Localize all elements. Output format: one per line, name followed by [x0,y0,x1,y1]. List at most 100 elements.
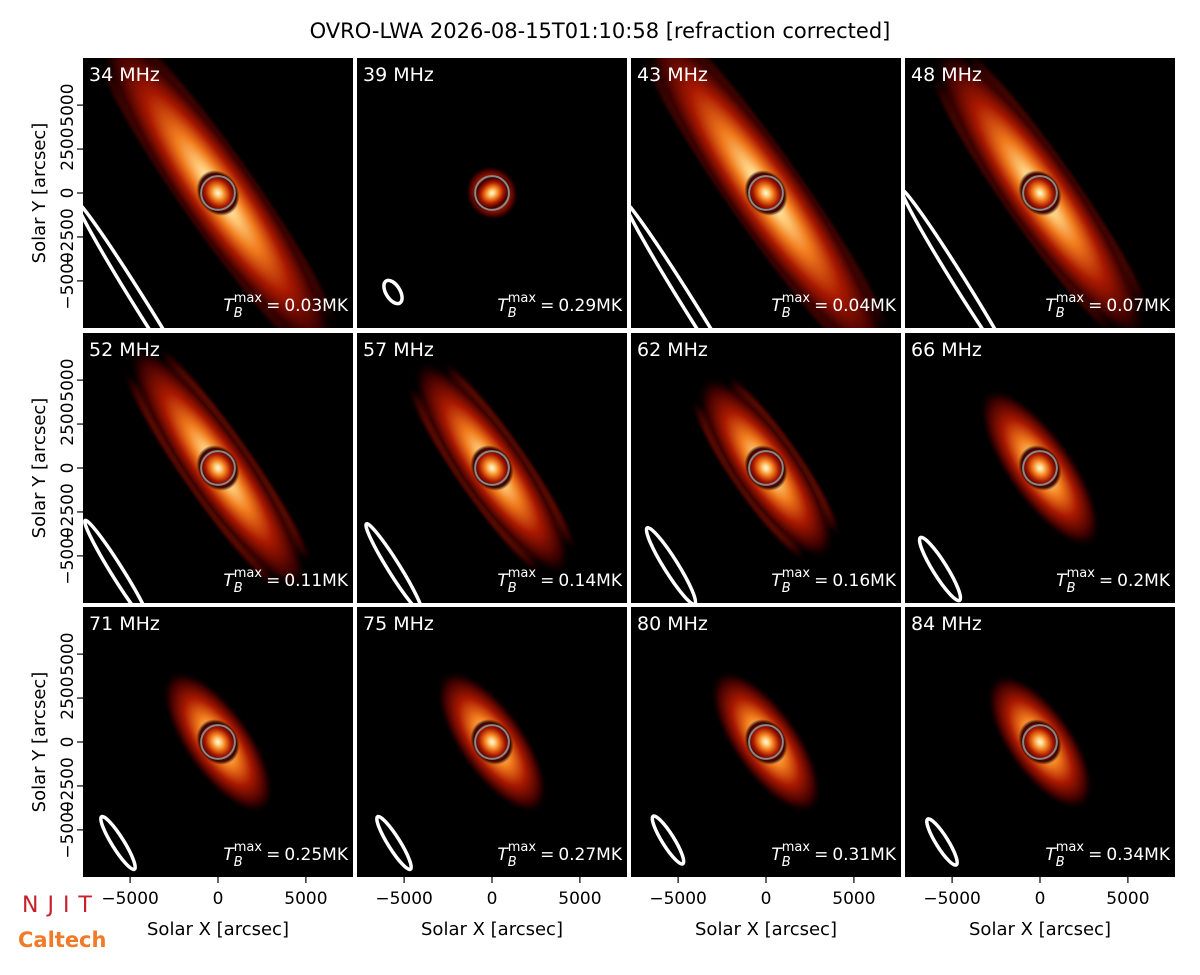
image [83,607,353,877]
tb-symbol: T [223,296,235,316]
solar-disk [1022,175,1058,211]
image [357,607,627,877]
freq-label: 66 MHz [911,339,982,361]
x-tick-label: −5000 [923,889,981,909]
image [631,607,901,877]
emission-core [196,170,240,216]
tb-symbol: T [1045,845,1057,865]
image [905,607,1175,877]
solar-disk [748,175,784,211]
x-tick-label: −5000 [375,889,433,909]
beam [917,535,963,603]
tb-sup: max [508,840,537,855]
freq-label: 57 MHz [363,339,434,361]
solar-disk [1022,450,1058,486]
tb-eq: = [814,296,828,316]
beam [83,200,212,328]
tb-eq: = [540,296,554,316]
tb-eq: = [1088,296,1102,316]
y-tick-label: −5000 [58,801,78,859]
tb-max: 0.27MK [558,845,623,865]
tb-sub: B [234,855,243,870]
tb-symbol: T [223,845,235,865]
x-tick-label: 0 [1035,889,1046,909]
image [357,58,627,328]
tb-symbol: T [497,296,509,316]
x-axis-label: Solar X [arcsec] [147,919,289,940]
y-tick-label: 2500 [58,676,78,719]
beam [925,817,959,867]
tb-max: 0.11MK [284,571,349,591]
tb-max: 0.07MK [1106,296,1171,316]
tb-max: 0.31MK [832,845,897,865]
tb-max: 0.25MK [284,845,349,865]
y-tick-label: 2500 [58,127,78,170]
tb-symbol: T [223,571,235,591]
freq-label: 43 MHz [637,64,708,86]
tb-sub: B [782,581,791,596]
tb-eq: = [814,571,828,591]
y-tick-label: 0 [58,188,78,199]
tb-max: 0.03MK [284,296,349,316]
emission-core [196,445,240,491]
y-tick-label: 0 [58,737,78,748]
tb-eq: = [266,845,280,865]
tb-sup: max [508,291,537,306]
y-tick-label: −2500 [58,757,78,815]
freq-label: 48 MHz [911,64,982,86]
image [631,333,901,603]
tb-max: 0.14MK [558,571,623,591]
solar-disk [1022,724,1058,760]
tb-symbol: T [771,571,783,591]
tb-sup: max [1056,291,1085,306]
emission-core [1018,170,1062,216]
tb-sub: B [782,855,791,870]
image [83,58,353,328]
tb-symbol: T [1056,571,1068,591]
tb-sub: B [1056,855,1065,870]
tb-sub: B [508,581,517,596]
freq-label: 84 MHz [911,613,982,635]
x-tick-label: 5000 [284,889,327,909]
freq-label: 39 MHz [363,64,434,86]
logo-caltech: Caltech [18,928,106,952]
tb-sup: max [234,566,263,581]
freq-label: 62 MHz [637,339,708,361]
tb-eq: = [1099,571,1113,591]
beam [364,522,424,603]
freq-label: 75 MHz [363,613,434,635]
emission-core [472,175,512,211]
beam [905,187,1021,328]
tb-max: 0.29MK [558,296,623,316]
tb-eq: = [814,845,828,865]
solar-disk [200,175,236,211]
tb-max: 0.2MK [1117,571,1171,591]
tb-sup: max [234,840,263,855]
y-tick-label: 5000 [58,83,78,126]
emission-core [1018,719,1062,765]
y-tick-label: 0 [58,463,78,474]
beam [650,814,686,866]
freq-label: 52 MHz [89,339,160,361]
emission-core [470,445,514,491]
tb-symbol: T [1045,296,1057,316]
x-tick-label: 5000 [832,889,875,909]
x-tick-label: 0 [487,889,498,909]
tb-eq: = [1088,845,1102,865]
solar-disk [200,724,236,760]
emission-core [744,719,788,765]
beam [375,814,413,872]
solar-disk [474,450,510,486]
x-tick-label: −5000 [101,889,159,909]
tb-max: 0.04MK [832,296,897,316]
image [631,58,901,328]
tb-eq: = [266,296,280,316]
